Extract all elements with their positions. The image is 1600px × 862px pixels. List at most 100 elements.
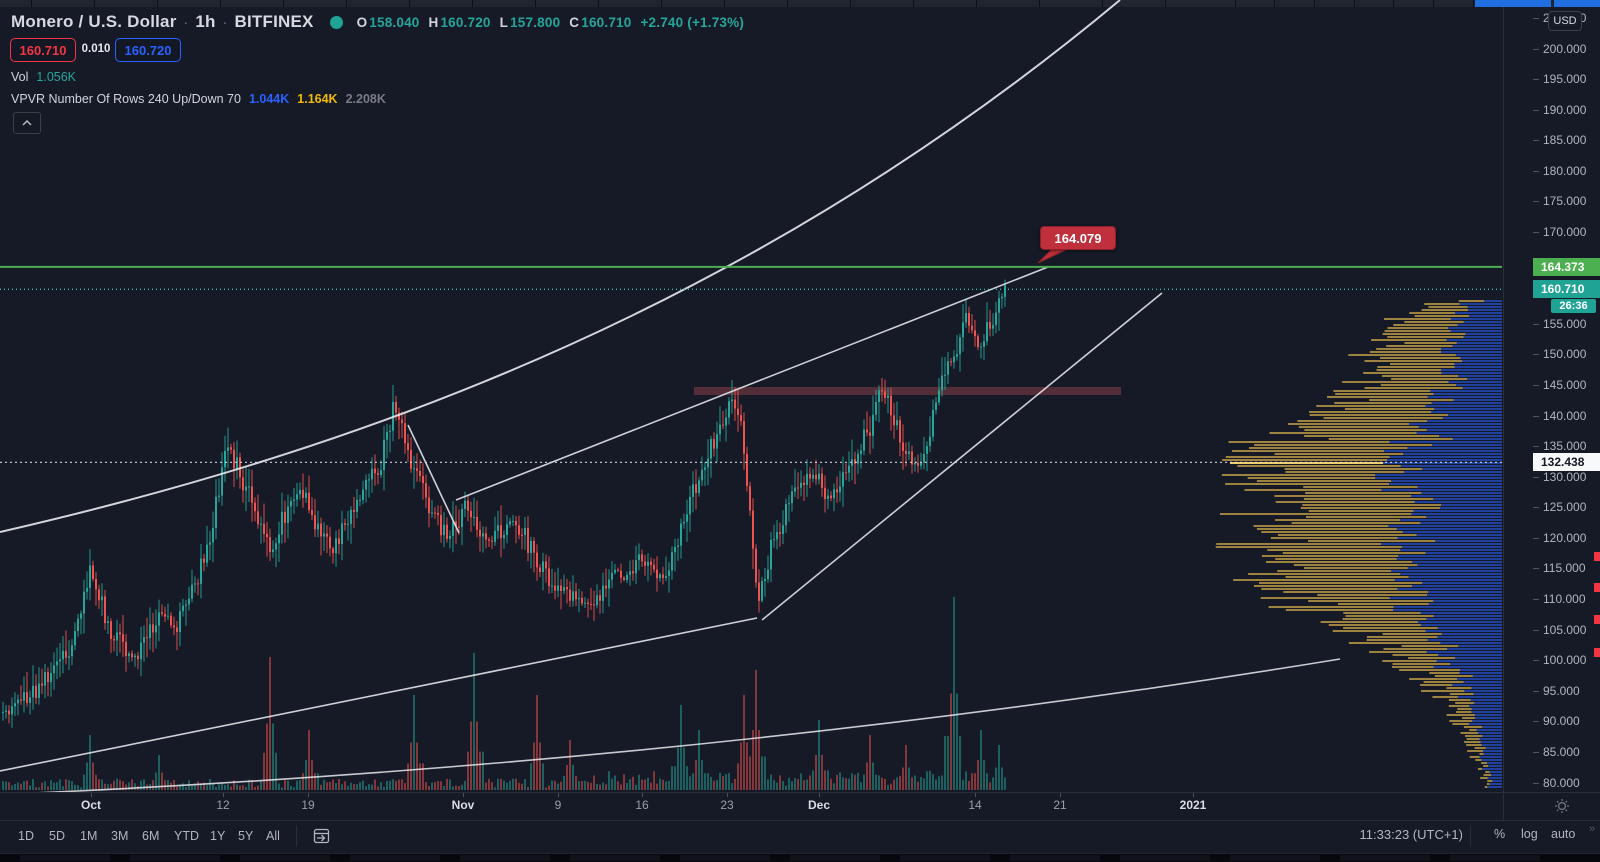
price-tick-label: 125.000 [1543, 500, 1587, 514]
range-button-1d[interactable]: 1D [18, 829, 34, 843]
time-axis[interactable]: Oct 12 19 Nov 9 16 23 Dec 14 21 2021 [0, 793, 1503, 820]
time-tick-label: 14 [968, 798, 982, 812]
price-tick-label: 120.000 [1543, 531, 1587, 545]
vpvr-value: 1.164K [297, 92, 338, 106]
price-target-callout[interactable]: 164.079 [1040, 226, 1116, 250]
alert-edge-mark[interactable] [1594, 648, 1600, 657]
price-tick-label: 90.000 [1543, 714, 1580, 728]
divider [1470, 825, 1471, 847]
sell-button[interactable]: 160.710 [10, 38, 76, 62]
range-button-all[interactable]: All [266, 829, 280, 843]
range-button-5y[interactable]: 5Y [238, 829, 254, 843]
interval-label[interactable]: 1h [195, 12, 216, 31]
volume-indicator-label: Vol [11, 70, 29, 84]
price-tick-label: 110.000 [1543, 592, 1586, 606]
price-tick-label: 155.000 [1543, 317, 1587, 331]
price-level-lines [0, 265, 1502, 463]
price-tick-label: 170.000 [1543, 225, 1587, 239]
time-tick-mark [642, 793, 643, 797]
vpvr-volume-profile [1215, 300, 1502, 788]
symbol-title-row[interactable]: Monero / U.S. Dollar · 1h · BITFINEX O 15… [11, 11, 744, 33]
price-tick-label: 190.000 [1543, 103, 1587, 117]
target-price-label: 164.373 [1533, 258, 1600, 276]
currency-toggle-button[interactable]: USD [1548, 11, 1582, 31]
status-dot-icon[interactable] [329, 15, 343, 29]
vpvr-value: 1.044K [248, 92, 290, 106]
range-button-6m[interactable]: 6M [142, 829, 160, 843]
time-tick-mark [558, 793, 559, 797]
gear-icon[interactable] [1554, 798, 1570, 814]
price-tick-mark [1533, 232, 1539, 233]
price-tick-label: 195.000 [1543, 72, 1587, 86]
buy-button[interactable]: 160.720 [115, 38, 181, 62]
short-downtrend [407, 424, 460, 534]
price-tick-mark [1533, 568, 1539, 569]
price-tick-mark [1533, 324, 1539, 325]
auto-scale-button[interactable]: auto [1551, 827, 1576, 841]
time-tick-label: 23 [720, 798, 734, 812]
alert-edge-mark[interactable] [1594, 615, 1600, 624]
volume-indicator-row[interactable]: Vol 1.056K [11, 70, 76, 84]
alert-edge-mark[interactable] [1594, 552, 1600, 561]
range-button-ytd[interactable]: YTD [174, 829, 199, 843]
price-tick-mark [1533, 599, 1539, 600]
toolbar-separator [0, 820, 1600, 821]
range-button-1m[interactable]: 1M [80, 829, 98, 843]
time-tick-label: 2021 [1179, 798, 1207, 812]
price-tick-mark [1533, 201, 1539, 202]
trend-to-target [455, 266, 1049, 501]
price-tick-label: 130.000 [1543, 470, 1587, 484]
alert-edge-mark[interactable] [1594, 583, 1600, 592]
price-tick-mark [1533, 354, 1539, 355]
supply-zone-rect[interactable] [694, 387, 1121, 395]
vpvr-indicator-values: 1.044K 1.164K 2.208K [249, 92, 386, 106]
price-axis[interactable]: 205.000200.000195.000190.000185.000180.0… [1504, 7, 1600, 792]
ohlc-values: O 158.040 H 160.720 L 157.800 C 160.710 [357, 15, 632, 30]
separator: · [222, 14, 228, 30]
range-button-3m[interactable]: 3M [111, 829, 129, 843]
double-chevron-right-icon[interactable]: » [1589, 823, 1596, 835]
trendline-drawings[interactable] [0, 0, 1341, 792]
collapse-indicators-button[interactable] [13, 112, 41, 134]
volume-indicator-value: 1.056K [36, 70, 77, 84]
price-tick-mark [1533, 691, 1539, 692]
range-button-1y[interactable]: 1Y [210, 829, 226, 843]
price-tick-mark [1533, 79, 1539, 80]
ohlc-item: H 160.720 [428, 14, 491, 30]
price-tick-label: 150.000 [1543, 347, 1587, 361]
vpvr-value: 2.208K [345, 92, 386, 106]
clock[interactable]: 11:33:23 (UTC+1) [1359, 827, 1463, 842]
price-tick-mark [1533, 140, 1539, 141]
price-tick-label: 145.000 [1543, 378, 1587, 392]
price-tick-mark [1533, 477, 1539, 478]
time-tick-mark [308, 793, 309, 797]
time-tick-mark [223, 793, 224, 797]
time-tick-mark [727, 793, 728, 797]
time-tick-mark [1193, 793, 1194, 797]
price-tick-mark [1533, 752, 1539, 753]
exchange-label[interactable]: BITFINEX [234, 12, 314, 31]
symbol-name[interactable]: Monero / U.S. Dollar [11, 12, 177, 31]
calendar-go-to-icon[interactable] [312, 827, 332, 845]
ohlc-item: C 160.710 [569, 14, 632, 30]
time-tick-mark [463, 793, 464, 797]
percent-scale-button[interactable]: % [1494, 827, 1506, 841]
time-tick-label: 21 [1053, 798, 1067, 812]
price-tick-label: 85.000 [1543, 745, 1580, 759]
price-axis-separator [1503, 7, 1504, 820]
price-target-value: 164.079 [1054, 230, 1102, 246]
crosshair-price-label: 132.438 [1533, 453, 1600, 471]
price-tick-label: 105.000 [1543, 623, 1587, 637]
price-tick-label: 80.000 [1543, 776, 1580, 790]
time-tick-label: Dec [807, 798, 831, 812]
time-tick-mark [1060, 793, 1061, 797]
time-tick-label: 16 [635, 798, 649, 812]
vpvr-indicator-row[interactable]: VPVR Number Of Rows 240 Up/Down 70 1.044… [11, 92, 386, 106]
price-tick-mark [1533, 110, 1539, 111]
parabolic-curve [0, 0, 1121, 533]
price-tick-label: 185.000 [1543, 133, 1587, 147]
range-button-5d[interactable]: 5D [49, 829, 65, 843]
log-scale-button[interactable]: log [1521, 827, 1538, 841]
price-tick-mark [1533, 783, 1539, 784]
chart-canvas[interactable] [0, 0, 1600, 792]
